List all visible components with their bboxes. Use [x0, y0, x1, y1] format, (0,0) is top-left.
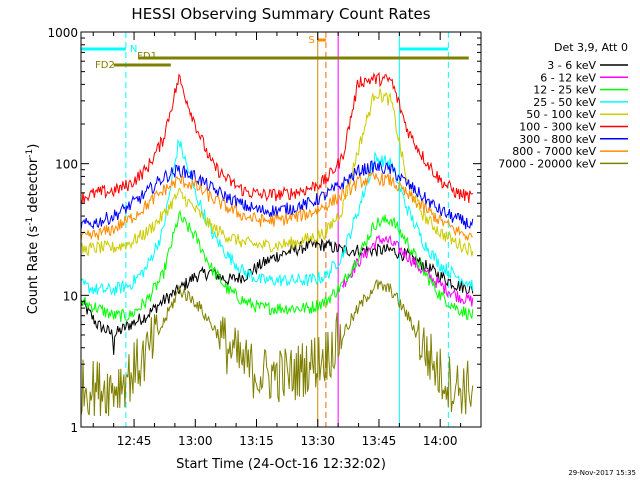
- y-axis-ticks: 1 10 100 1000: [47, 26, 481, 435]
- legend-label-7: 800 - 7000 keV: [512, 145, 596, 158]
- x-tick-label-2: 13:15: [239, 434, 274, 448]
- x-axis-label: Start Time (24-Oct-16 12:32:02): [176, 457, 386, 472]
- y-axis-label-mid: detector: [26, 157, 41, 217]
- legend-label-2: 12 - 25 keV: [533, 84, 596, 97]
- x-tick-label-0: 12:45: [117, 434, 152, 448]
- y-axis-label-suffix: ): [26, 144, 41, 149]
- y-axis-label: Count Rate (s-1 detector-1): [25, 144, 41, 315]
- flag-label-0: N: [130, 44, 137, 55]
- series-line-8: [80, 278, 474, 417]
- x-tick-label-5: 14:00: [423, 434, 458, 448]
- flag-label-3: FD2: [95, 60, 115, 71]
- legend-label-0: 3 - 6 keV: [547, 59, 596, 72]
- series-line-6: [80, 160, 474, 230]
- y-tick-label-2: 100: [55, 158, 78, 172]
- chart-title: HESSI Observing Summary Count Rates: [131, 5, 430, 23]
- series-lines: [80, 71, 474, 417]
- legend-label-1: 6 - 12 keV: [540, 71, 596, 84]
- legend-label-3: 25 - 50 keV: [533, 96, 596, 109]
- series-line-0: [80, 237, 474, 355]
- y-axis-label-sup2: -1: [25, 149, 35, 158]
- legend-title: Det 3,9, Att 0: [554, 41, 628, 54]
- axes: [80, 31, 482, 428]
- flag-label-2: FD1: [137, 51, 157, 62]
- legend-label-5: 100 - 300 keV: [519, 121, 596, 134]
- series-line-7: [80, 171, 473, 241]
- y-axis-label-prefix: Count Rate (s: [26, 226, 41, 315]
- legend-label-4: 50 - 100 keV: [526, 108, 596, 121]
- flag-label-1: S: [308, 35, 314, 46]
- series-line-1: [341, 234, 474, 307]
- legend-label-8: 7000 - 20000 keV: [498, 157, 596, 170]
- series-line-4: [80, 88, 474, 257]
- y-axis-label-sup1: -1: [25, 217, 35, 226]
- x-tick-label-3: 13:30: [300, 434, 335, 448]
- x-tick-label-4: 13:45: [362, 434, 397, 448]
- legend-label-6: 300 - 800 keV: [519, 133, 596, 146]
- series-line-5: [80, 71, 474, 204]
- y-tick-label-3: 1000: [47, 26, 78, 40]
- y-tick-label-0: 1: [70, 421, 78, 435]
- attenuator-flags: N S FD1 FD2: [81, 35, 469, 71]
- series-line-3: [80, 139, 474, 296]
- plot-frame: [80, 31, 482, 428]
- generation-timestamp: 29-Nov-2017 15:35: [568, 469, 636, 477]
- series-line-2: [80, 209, 474, 323]
- x-tick-label-1: 13:00: [178, 434, 213, 448]
- x-axis-ticks: 12:45 13:00 13:15 13:30 13:45 14:00: [92, 32, 482, 448]
- y-tick-label-1: 10: [63, 289, 78, 303]
